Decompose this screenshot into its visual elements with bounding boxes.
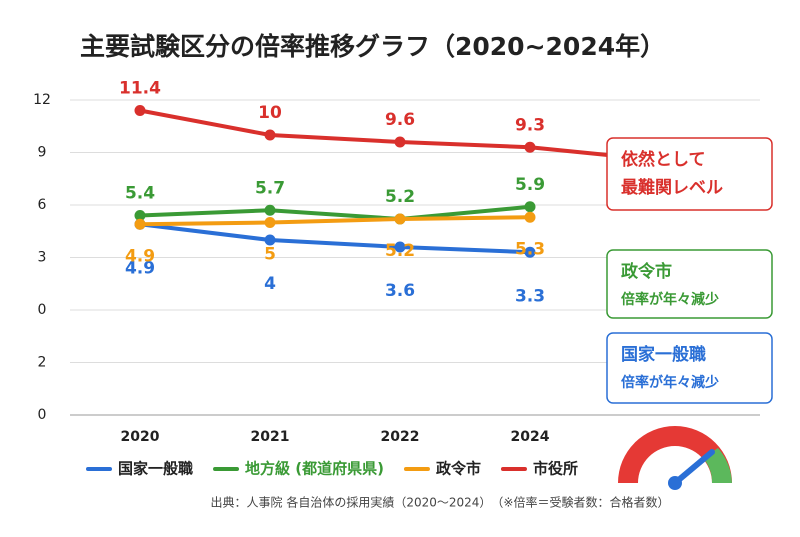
point [134, 218, 146, 230]
y-tick-label: 3 [38, 250, 47, 266]
legend-label: 市役所 [533, 460, 578, 478]
point [524, 141, 536, 153]
data-label: 5.2 [385, 241, 415, 261]
annotation-text: 最難関レベル [621, 177, 723, 198]
annotation-text: 倍率が年々減少 [621, 291, 719, 308]
y-tick-label: 0 [38, 407, 47, 423]
data-label: 5.3 [515, 239, 545, 259]
point [524, 211, 536, 223]
annotation-box [606, 249, 773, 319]
data-label: 5 [264, 245, 276, 265]
chart-title: 主要試験区分の倍率推移グラフ（2020~2024年） [80, 32, 665, 61]
annotation-text: 国家一般職 [621, 344, 706, 365]
series-line [139, 215, 531, 227]
data-label: 4 [264, 274, 276, 294]
y-tick-label: 12 [33, 92, 51, 108]
legend-label: 国家一般職 [118, 460, 193, 478]
data-label: 5.2 [385, 187, 415, 207]
point [264, 217, 276, 228]
legend-label: 政令市 [436, 460, 481, 478]
data-label: 4.9 [125, 258, 155, 278]
data-label: 11.4 [119, 79, 161, 99]
y-tick-label: 0 [38, 302, 47, 318]
point [394, 136, 406, 148]
x-tick-label: 2024 [511, 429, 550, 445]
x-tick-label: 2022 [381, 429, 420, 445]
y-tick-label: 6 [38, 197, 47, 213]
annotation-box [606, 137, 773, 211]
legend-label: 地方級 (都道府県県) [245, 460, 384, 478]
data-label: 9.6 [385, 110, 415, 130]
data-label: 3.6 [385, 281, 415, 301]
data-label: 9.3 [515, 115, 545, 135]
series-line [139, 222, 531, 255]
point [524, 246, 536, 258]
annotation-text: 政令市 [621, 261, 672, 282]
annotation-text: 依然として [621, 149, 706, 170]
data-label: 10 [258, 103, 282, 123]
gauge-icon [618, 426, 732, 490]
data-label: 5.7 [255, 178, 285, 198]
series-line [139, 204, 531, 221]
annotation-box [606, 332, 773, 404]
y-tick-label: 9 [38, 145, 47, 161]
data-label: 5.9 [515, 175, 545, 195]
point [394, 213, 406, 225]
point [394, 241, 406, 253]
y-tick-label: 2 [38, 355, 47, 371]
annotation-text: 倍率が年々減少 [621, 374, 719, 391]
point [264, 129, 276, 141]
point [264, 234, 276, 246]
data-label: 4.9 [125, 246, 155, 266]
point [264, 204, 276, 216]
point [524, 201, 536, 213]
source: 出典：人事院 各自治体の採用実績（2020～2024） （※倍率＝受験者数：合格… [211, 495, 670, 510]
point [134, 210, 146, 221]
x-tick-label: 2021 [251, 429, 290, 445]
point [134, 105, 146, 116]
data-label: 3.3 [515, 286, 545, 306]
x-tick-label: 2020 [121, 429, 160, 445]
data-label: 5.4 [125, 184, 155, 204]
